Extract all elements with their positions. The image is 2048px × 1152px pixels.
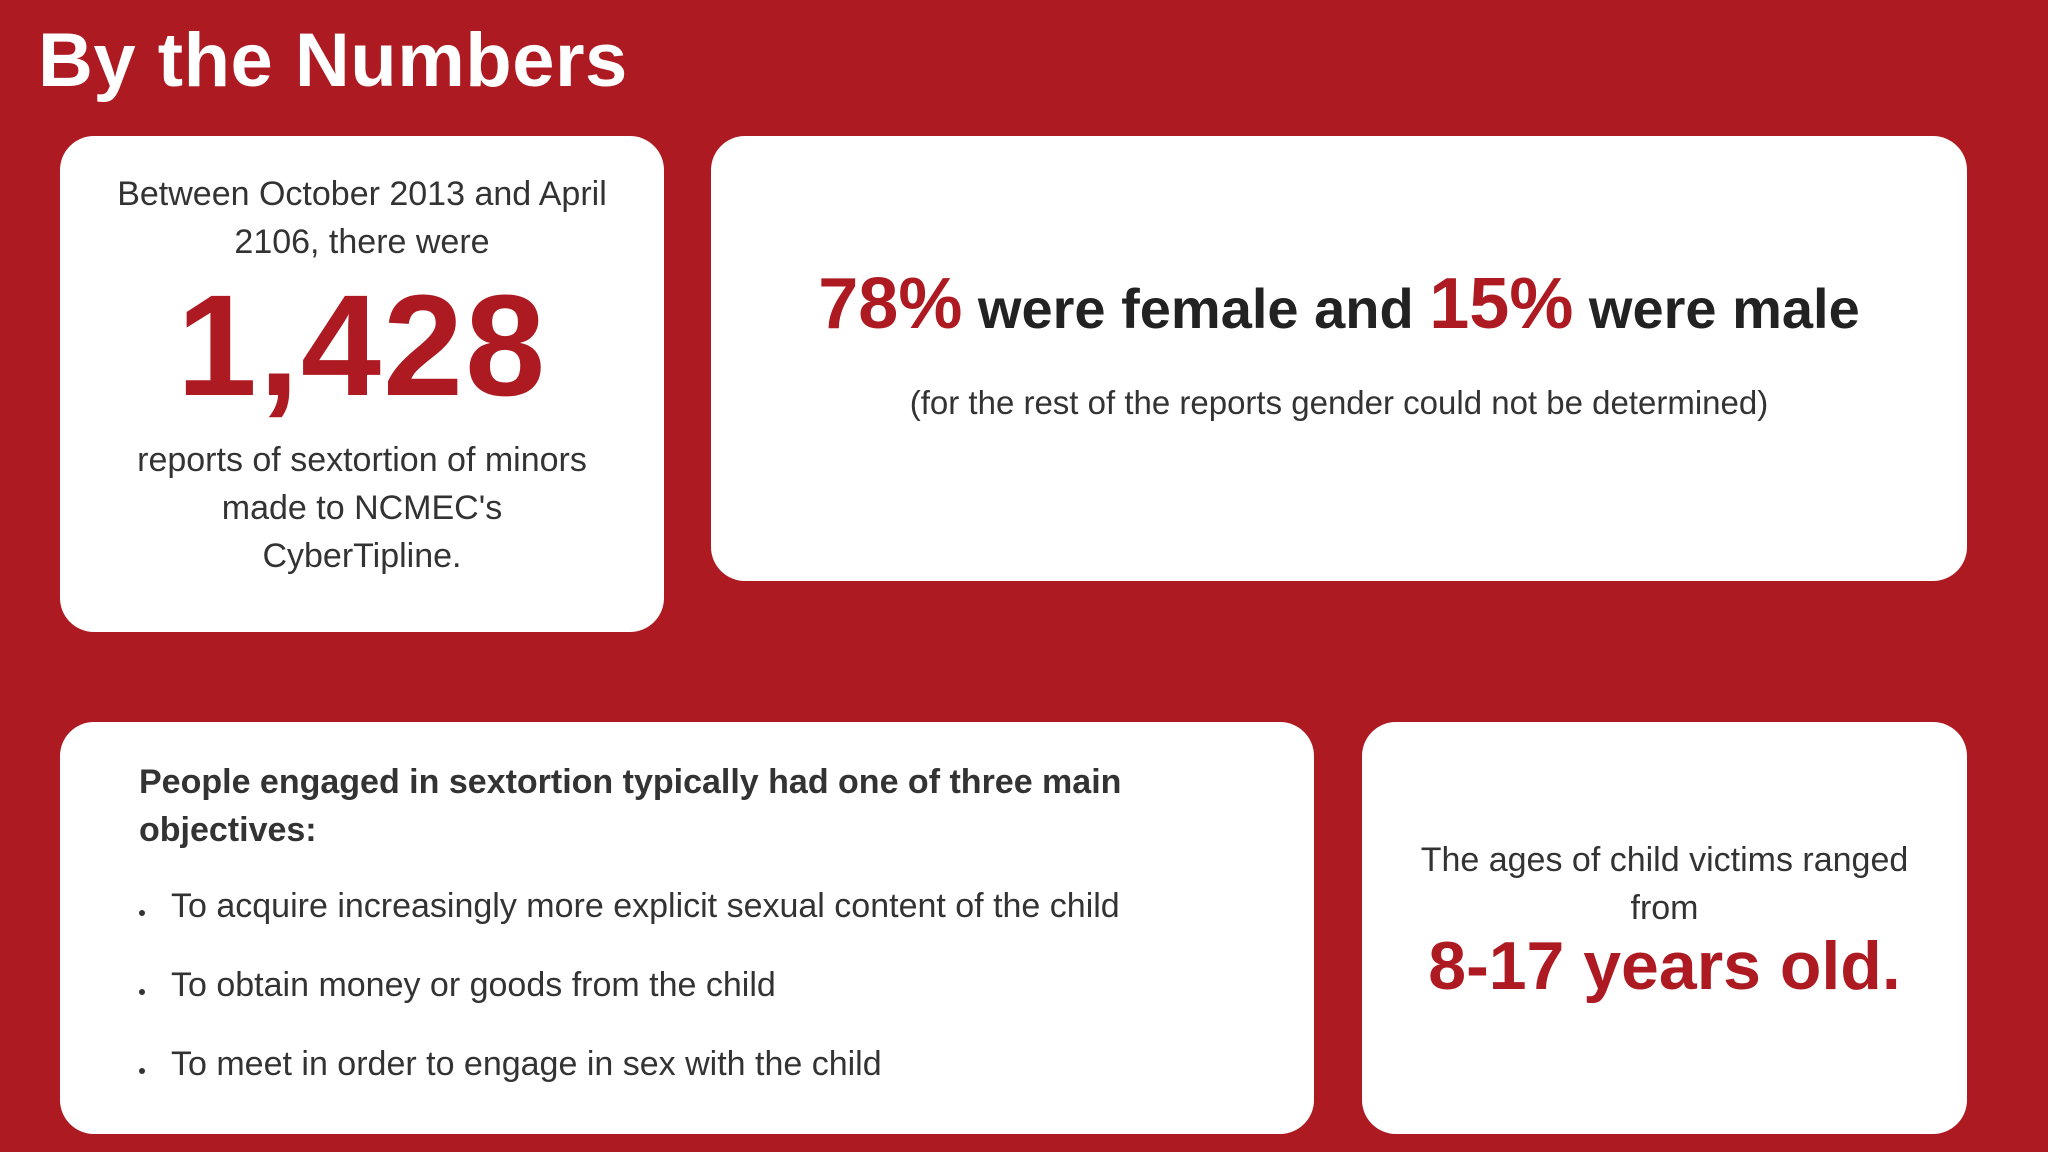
objective-item: To meet in order to engage in sex with t… xyxy=(139,1040,1254,1119)
bullet-icon xyxy=(139,1068,145,1074)
objective-item: To obtain money or goods from the child xyxy=(139,961,1254,1040)
objectives-heading: People engaged in sextortion typically h… xyxy=(139,763,1122,849)
objective-text: To meet in order to engage in sex with t… xyxy=(171,1045,882,1083)
ages-range-value: 8-17 years old. xyxy=(1428,928,1901,1004)
objective-text: To acquire increasingly more explicit se… xyxy=(171,887,1120,925)
female-label: were female and xyxy=(962,277,1430,340)
gender-breakdown-card: 78% were female and 15% were male (for t… xyxy=(711,136,1967,581)
reports-outro-text: reports of sextortion of minors made to … xyxy=(137,441,587,575)
page-title: By the Numbers xyxy=(38,18,628,103)
reports-count-card: Between October 2013 and April 2106, the… xyxy=(60,136,664,632)
objective-item: To acquire increasingly more explicit se… xyxy=(139,882,1254,961)
objectives-list: To acquire increasingly more explicit se… xyxy=(139,882,1254,1119)
bullet-icon xyxy=(139,989,145,995)
reports-intro-text: Between October 2013 and April 2106, the… xyxy=(117,175,607,261)
male-percentage: 15% xyxy=(1429,264,1574,344)
bullet-icon xyxy=(139,910,145,916)
gender-note: (for the rest of the reports gender coul… xyxy=(909,384,1769,421)
gender-stat-line: 78% were female and 15% were male xyxy=(711,264,1967,349)
female-percentage: 78% xyxy=(818,264,963,344)
reports-count-number: 1,428 xyxy=(176,265,548,426)
victim-ages-card: The ages of child victims ranged from 8-… xyxy=(1362,722,1967,1134)
male-label: were male xyxy=(1573,277,1860,340)
objective-text: To obtain money or goods from the child xyxy=(171,966,776,1004)
objectives-card: People engaged in sextortion typically h… xyxy=(60,722,1314,1134)
ages-intro-text: The ages of child victims ranged from xyxy=(1420,841,1909,927)
